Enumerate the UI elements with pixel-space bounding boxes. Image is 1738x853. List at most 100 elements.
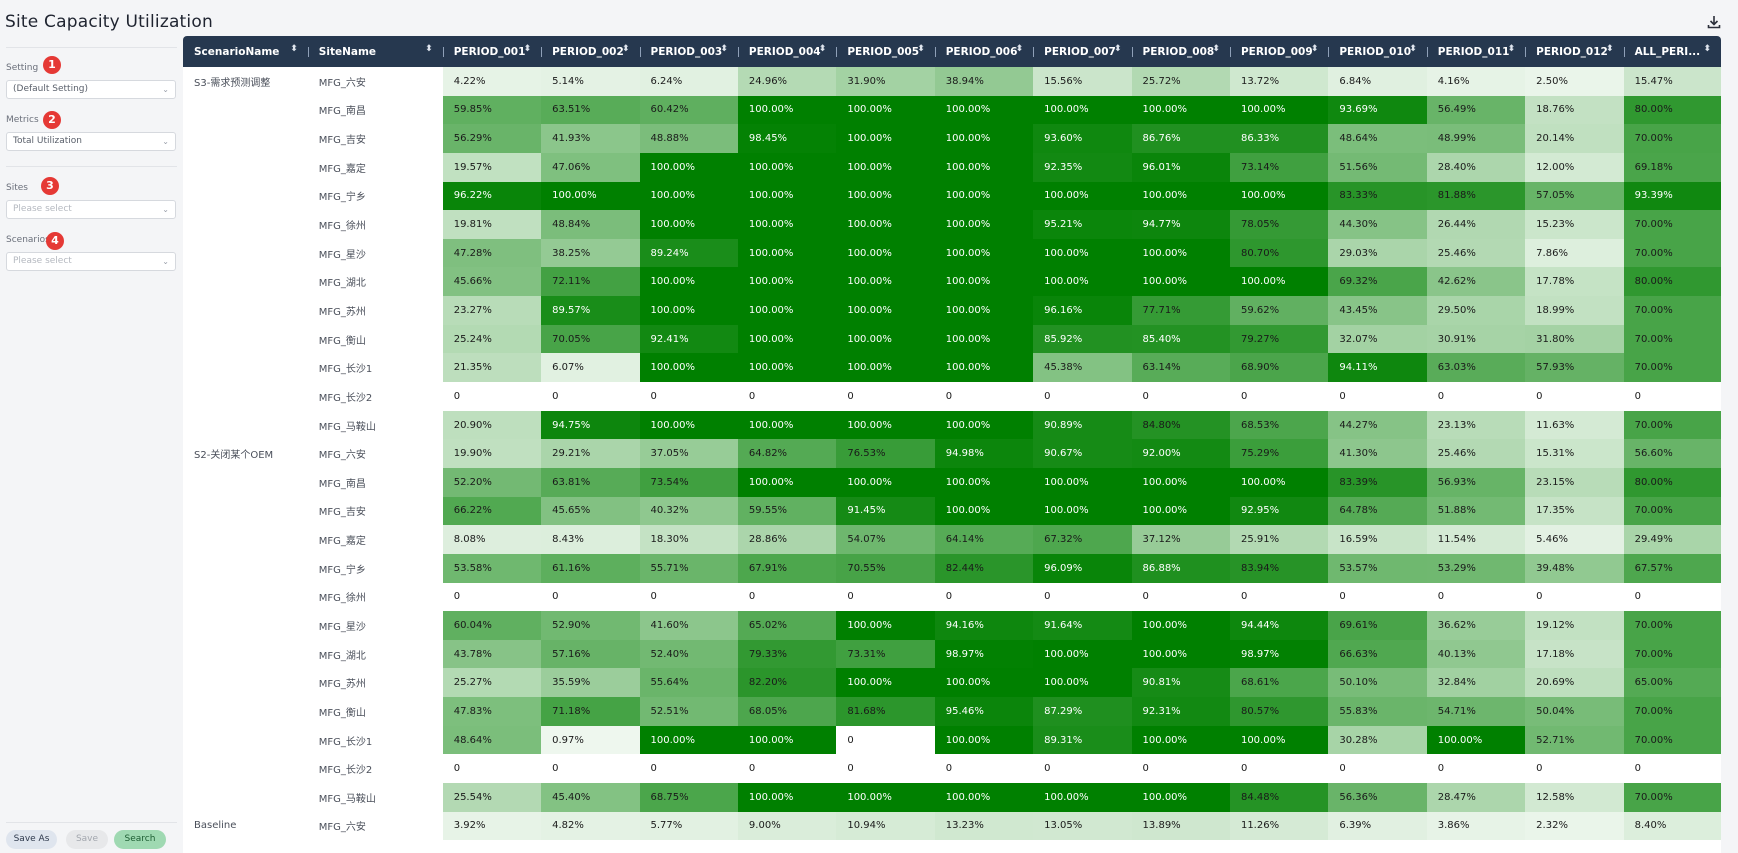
table-row[interactable]: S2-关闭某个OEM MFG_六安 19.90% 29.21% 37.05% 64.82%… [183, 439, 1721, 468]
table-row[interactable]: MFG_马鞍山 20.90% 94.75% 100.00% 100.00% 100.00%… [183, 410, 1721, 440]
table-row[interactable]: MFG_徐州 19.81% 48.84% 100.00% 100.00% 100.00% 1… [183, 210, 1721, 239]
utilization-cell: 77.71% [1131, 296, 1230, 325]
column-header-8[interactable]: PERIOD_007 ⬍ [1033, 36, 1132, 67]
table-row[interactable]: MFG_宁乡 96.22% 100.00% 100.00% 100.00% 100.00%… [183, 181, 1721, 211]
column-header-11[interactable]: PERIOD_010 ⬍ [1328, 36, 1427, 67]
sort-icon[interactable]: ⬍ [1212, 44, 1220, 54]
utilization-cell: 81.88% [1426, 181, 1526, 211]
utilization-cell: 47.06% [541, 152, 640, 182]
utilization-cell: 89.31% [1033, 725, 1132, 755]
utilization-cell: 59.62% [1229, 296, 1329, 325]
utilization-cell: 17.35% [1525, 496, 1624, 526]
column-header-6[interactable]: PERIOD_005 ⬍ [836, 36, 935, 67]
sort-icon[interactable]: ⬍ [818, 44, 827, 54]
table-row[interactable]: MFG_吉安 66.22% 45.65% 40.32% 59.55% 91.45% 100.… [183, 496, 1721, 526]
table-row[interactable]: MFG_嘉定 19.57% 47.06% 100.00% 100.00% 100.00% 1… [183, 152, 1721, 182]
table-row[interactable]: MFG_长沙1 21.35% 6.07% 100.00% 100.00% 100.00% 1… [183, 353, 1721, 383]
table-row[interactable]: MFG_苏州 23.27% 89.57% 100.00% 100.00% 100.00% 1… [183, 296, 1721, 325]
sort-icon[interactable]: ⬍ [425, 44, 433, 54]
table-row[interactable]: MFG_马鞍山 25.54% 45.40% 68.75% 100.00% 100.00% 1… [183, 783, 1721, 812]
site-cell: MFG_嘉定 [307, 525, 443, 554]
utilization-cell: 4.82% [541, 811, 640, 841]
column-header-0[interactable]: ScenarioName ⬍ [183, 36, 308, 67]
utilization-cell: 80.00% [1623, 467, 1721, 497]
column-header-label: PERIOD_009 [1240, 45, 1313, 58]
table-row[interactable]: MFG_湖北 45.66% 72.11% 100.00% 100.00% 100.00% 1… [183, 267, 1721, 297]
utilization-cell: 19.57% [442, 152, 542, 182]
column-header-label: PERIOD_001 [453, 45, 526, 58]
utilization-cell: 100.00% [737, 152, 837, 182]
metrics-select[interactable]: Total Utilization ⌄ [6, 132, 176, 151]
column-header-5[interactable]: PERIOD_004 ⬍ [737, 36, 837, 67]
setting-select[interactable]: (Default Setting) ⌄ [6, 80, 176, 99]
utilization-cell: 60.42% [639, 95, 738, 125]
table-row[interactable]: MFG_衡山 25.24% 70.05% 92.41% 100.00% 100.00% 10… [183, 324, 1721, 354]
column-header-2[interactable]: PERIOD_001 ⬍ [442, 36, 542, 67]
utilization-cell: 0 [1426, 582, 1526, 612]
utilization-cell: 2.50% [1525, 67, 1624, 96]
sort-icon[interactable]: ⬍ [621, 44, 630, 54]
table-row[interactable]: MFG_徐州 0 0 0 0 0 0 0 0 0 0 0 0 0 [183, 582, 1721, 612]
sort-icon[interactable]: ⬍ [1703, 44, 1711, 54]
sort-icon[interactable]: ⬍ [1310, 44, 1319, 54]
table-row[interactable]: MFG_湖北 43.78% 57.16% 52.40% 79.33% 73.31% 98.9… [183, 639, 1721, 669]
table-row[interactable]: MFG_星沙 47.28% 38.25% 89.24% 100.00% 100.00% 10… [183, 238, 1721, 268]
table-row[interactable]: MFG_长沙1 48.64% 0.97% 100.00% 100.00% 0 100.00%… [183, 725, 1721, 755]
scenario-cell [183, 382, 308, 411]
sort-icon[interactable]: ⬍ [720, 44, 728, 54]
column-header-7[interactable]: PERIOD_006 ⬍ [934, 36, 1034, 67]
utilization-cell: 100.00% [934, 410, 1034, 440]
table-row[interactable]: MFG_宁乡 53.58% 61.16% 55.71% 67.91% 70.55% 82.4… [183, 553, 1721, 583]
column-header-14[interactable]: ALL_PERI... ⬍ [1623, 36, 1721, 67]
table-row[interactable]: MFG_苏州 25.27% 35.59% 55.64% 82.20% 100.00% 100… [183, 668, 1721, 698]
scenarios-select[interactable]: Please select ⌄ [6, 252, 176, 271]
column-header-4[interactable]: PERIOD_003 ⬍ [639, 36, 738, 67]
column-header-3[interactable]: PERIOD_002 ⬍ [541, 36, 640, 67]
column-header-12[interactable]: PERIOD_011 ⬍ [1426, 36, 1526, 67]
utilization-cell: 93.39% [1623, 181, 1721, 211]
column-header-13[interactable]: PERIOD_012 ⬍ [1525, 36, 1624, 67]
column-header-1[interactable]: SiteName ⬍ [307, 36, 443, 67]
save-as-button[interactable]: Save As [6, 830, 57, 849]
table-row[interactable]: MFG_嘉定 8.08% 8.43% 18.30% 28.86% 54.07% 64.14%… [183, 525, 1721, 554]
sort-icon[interactable]: ⬍ [917, 44, 925, 54]
utilization-cell: 8.08% [442, 525, 542, 554]
site-cell: MFG_吉安 [307, 496, 443, 526]
table-row[interactable]: MFG_长沙2 0 0 0 0 0 0 0 0 0 0 0 0 0 [183, 382, 1721, 411]
sort-icon[interactable]: ⬍ [1409, 44, 1417, 54]
utilization-cell: 100.00% [639, 181, 738, 211]
download-icon[interactable] [1705, 13, 1723, 31]
table-row[interactable]: MFG_南昌 59.85% 63.51% 60.42% 100.00% 100.00% 10… [183, 95, 1721, 125]
table-row[interactable]: MFG_长沙2 0 0 0 0 0 0 0 0 0 0 0 0 0 [183, 754, 1721, 784]
table-row[interactable]: MFG_吉安 56.29% 41.93% 48.88% 98.45% 100.00% 100… [183, 124, 1721, 153]
utilization-cell: 41.93% [541, 124, 640, 153]
save-button[interactable]: Save [66, 830, 108, 849]
scenario-cell [183, 639, 308, 669]
sites-select[interactable]: Please select ⌄ [6, 200, 176, 219]
sort-icon[interactable]: ⬍ [290, 44, 298, 54]
search-button[interactable]: Search [114, 830, 166, 849]
sort-icon[interactable]: ⬍ [1606, 44, 1614, 54]
table-row[interactable]: MFG_南昌 52.20% 63.81% 73.54% 100.00% 100.00% 10… [183, 467, 1721, 497]
column-header-label: PERIOD_008 [1142, 45, 1215, 58]
sort-icon[interactable]: ⬍ [1507, 44, 1516, 54]
utilization-cell: 100.00% [836, 611, 935, 640]
scenario-cell [183, 267, 308, 297]
utilization-cell: 70.00% [1623, 124, 1721, 153]
scenario-cell [183, 353, 308, 383]
utilization-cell: 100.00% [836, 410, 935, 440]
utilization-cell: 100.00% [737, 238, 837, 268]
utilization-cell: 44.30% [1328, 210, 1427, 239]
column-header-9[interactable]: PERIOD_008 ⬍ [1131, 36, 1230, 67]
table-row[interactable]: MFG_星沙 60.04% 52.90% 41.60% 65.02% 100.00% 94.… [183, 611, 1721, 640]
scenario-cell [183, 525, 308, 554]
table-row[interactable]: Baseline MFG_六安 3.92% 4.82% 5.77% 9.00% 10.94%… [183, 811, 1721, 841]
utilization-cell: 0 [442, 582, 542, 612]
table-row[interactable]: S3-需求预测调整 MFG_六安 4.22% 5.14% 6.24% 24.96% 31.9… [183, 67, 1721, 96]
sort-icon[interactable]: ⬍ [523, 44, 532, 54]
sort-icon[interactable]: ⬍ [1114, 44, 1122, 54]
sort-icon[interactable]: ⬍ [1015, 44, 1024, 54]
column-header-10[interactable]: PERIOD_009 ⬍ [1229, 36, 1329, 67]
utilization-cell: 45.38% [1033, 353, 1132, 383]
table-row[interactable]: MFG_衡山 47.83% 71.18% 52.51% 68.05% 81.68% 95.4… [183, 697, 1721, 726]
